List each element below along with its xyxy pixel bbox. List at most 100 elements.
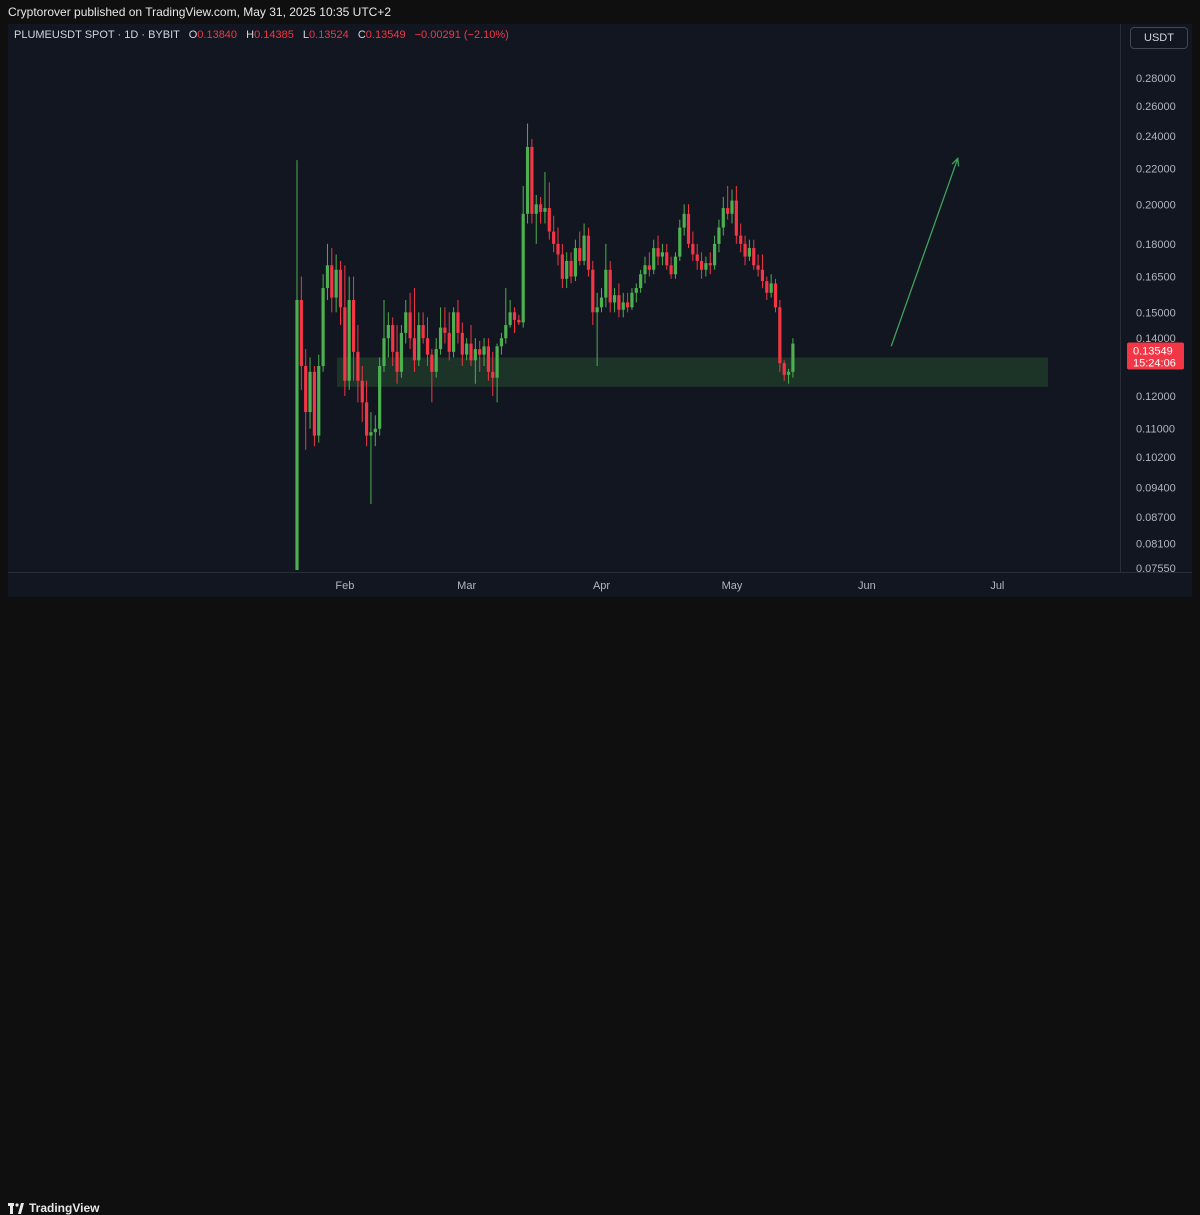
candle [582,223,586,266]
last-price-countdown: 15:24:06 [1133,357,1176,369]
candle [395,325,399,384]
low-value: 0.13524 [309,29,349,41]
candle-body [612,295,617,303]
candle-body [652,248,656,270]
candle-body [343,307,347,381]
candle-body [721,208,725,228]
y-tick-label: 0.16500 [1136,272,1176,284]
candle [317,354,321,443]
symbol-info[interactable]: PLUMEUSDT SPOT · 1D · BYBIT [14,29,180,41]
candle [391,317,395,367]
y-tick-label: 0.08100 [1136,539,1176,551]
currency-button[interactable]: USDT [1130,27,1188,49]
candle [512,307,517,333]
candle-body [599,297,604,308]
candle [578,231,582,266]
axis-layer: 0.28000 0.26000 0.24000 0.22000 0.20000 0.180… [335,73,1184,592]
candle-body [434,349,438,372]
candle [678,219,682,261]
candle [334,254,338,313]
x-tick-label: Apr [593,580,610,592]
y-tick-label: 0.12000 [1136,391,1176,403]
candle-body [647,265,651,270]
candle [730,189,734,224]
candle [656,235,660,266]
candle [539,196,543,224]
candle-body [595,307,599,313]
candle [438,307,443,355]
chart-frame[interactable] [8,24,1192,597]
candle-body [360,380,364,403]
close-label: C [357,29,366,41]
candle [373,415,377,447]
y-tick-label: 0.26000 [1136,101,1176,113]
candle [343,265,347,397]
chart-canvas[interactable]: 0.28000 0.26000 0.24000 0.22000 0.20000 0.180… [0,0,1200,625]
candle [430,349,434,403]
candle-body [338,269,343,308]
candle-body [626,302,630,308]
candle-body [417,325,421,361]
candle-body [695,254,699,261]
candle-body [704,263,708,270]
candle [639,269,643,293]
candle [760,254,765,289]
candle [356,325,360,403]
candle [595,292,599,367]
y-tick-label: 0.24000 [1136,131,1176,143]
candle-body [304,366,308,413]
candle [626,292,630,313]
candle [586,227,591,277]
candle-body [699,260,704,270]
candle-body [582,235,586,261]
candle-body [556,243,560,255]
candle [569,252,573,284]
candle-body [512,312,517,320]
candle-body [660,252,664,257]
candle-body [760,269,765,282]
candle [652,239,656,275]
candle-body [686,213,691,244]
candle-body [460,332,464,355]
candle [665,243,669,270]
candle [786,368,791,384]
candle [721,196,725,236]
candle-body [560,254,564,279]
candle [304,349,308,450]
candle [386,312,390,358]
candle-body [378,366,382,429]
candle [312,366,316,447]
low-label: L [302,29,310,41]
y-tick-label: 0.11000 [1136,424,1175,436]
candle-body [656,248,660,257]
y-tick-label: 0.07550 [1136,563,1176,575]
candle-body [438,327,443,350]
candle [299,276,303,390]
candle [447,312,451,361]
candle-body [678,227,682,257]
candle-body [530,146,534,214]
tradingview-brand[interactable]: TradingView [8,1201,99,1215]
candle-body [425,338,430,355]
candle [747,239,751,261]
candle-body [317,366,321,436]
candle [791,338,795,378]
x-tick-label: Jul [990,580,1004,592]
y-tick-label: 0.08700 [1136,512,1176,524]
candle [486,338,490,381]
candle [534,195,538,244]
publish-header: Cryptorover published on TradingView.com… [0,0,1200,24]
overlay-layer [890,157,960,347]
projection-arrow [890,158,959,347]
candle-body [312,371,316,436]
candle [378,357,382,436]
candle [604,243,608,308]
candle-body [430,354,434,372]
candle [491,351,495,397]
candle-body [630,292,634,308]
last-price-value: 0.13549 [1133,345,1173,357]
candle [330,248,334,313]
candle [756,254,760,277]
y-tick-label: 0.18000 [1136,239,1176,251]
candle-body [473,349,477,361]
